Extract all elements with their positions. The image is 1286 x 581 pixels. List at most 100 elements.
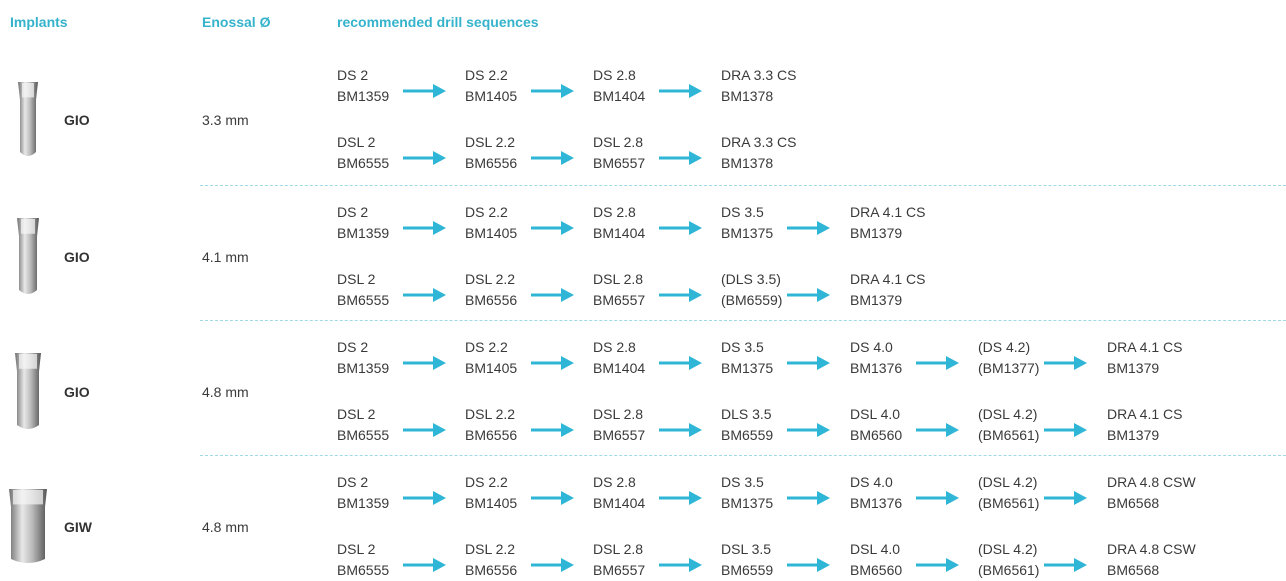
separator (200, 185, 1286, 186)
drill-step: DS 3.5 BM1375 (721, 202, 773, 244)
drill-ref: BM6560 (850, 427, 903, 443)
drill-step: DS 2.8 BM1404 (593, 202, 645, 244)
drill-ref: (BM6561) (978, 495, 1040, 511)
arrow (403, 558, 446, 572)
drill-step: (DSL 4.2) (BM6561) (978, 539, 1039, 581)
drill-step: DS 3.5 BM1375 (721, 472, 773, 514)
drill-code: DRA 4.1 CS (1107, 406, 1183, 422)
drill-code: DRA 4.8 CSW (1107, 541, 1196, 557)
drill-ref: BM1404 (593, 225, 646, 241)
arrow (659, 558, 702, 572)
drill-step: DS 2.2 BM1405 (465, 65, 517, 107)
drill-ref: BM1359 (337, 225, 390, 241)
arrow (659, 84, 702, 98)
drill-ref: BM1404 (593, 88, 646, 104)
drill-code: DLS 3.5 (721, 406, 772, 422)
drill-code: DS 2 (337, 67, 369, 83)
arrow (403, 84, 446, 98)
drill-step: DSL 2.8 BM6557 (593, 404, 645, 446)
drill-code: DS 4.0 (850, 339, 893, 355)
drill-step: DSL 2 BM6555 (337, 132, 389, 174)
drill-code: DS 2 (337, 474, 369, 490)
arrow (787, 288, 830, 302)
drill-code: DSL 2.2 (465, 271, 516, 287)
drill-code: DS 2.2 (465, 474, 508, 490)
drill-ref: BM6556 (465, 292, 518, 308)
diameter: 3.3 mm (202, 112, 249, 128)
header-implants: Implants (10, 14, 68, 30)
arrow (403, 221, 446, 235)
drill-code: DS 2 (337, 339, 369, 355)
drill-code: DS 3.5 (721, 474, 764, 490)
drill-ref: (BM6561) (978, 562, 1040, 578)
drill-code: DS 2 (337, 204, 369, 220)
drill-step: DRA 4.1 CS BM1379 (850, 202, 925, 244)
drill-step: DRA 3.3 CS BM1378 (721, 65, 796, 107)
drill-code: DS 2.8 (593, 474, 636, 490)
drill-ref: BM6556 (465, 427, 518, 443)
drill-step: DSL 2.8 BM6557 (593, 539, 645, 581)
drill-code: DSL 4.0 (850, 406, 901, 422)
drill-step: DSL 2.8 BM6557 (593, 132, 645, 174)
implant-image (18, 82, 38, 156)
drill-step: DS 2 BM1359 (337, 337, 389, 379)
drill-code: DS 4.0 (850, 474, 893, 490)
diameter: 4.1 mm (202, 249, 249, 265)
drill-ref: BM1405 (465, 360, 518, 376)
drill-step: DSL 2.2 BM6556 (465, 269, 517, 311)
drill-code: DS 2.2 (465, 204, 508, 220)
drill-code: DSL 2.8 (593, 134, 644, 150)
drill-code: (DSL 4.2) (978, 541, 1038, 557)
drill-step: DSL 2.2 BM6556 (465, 404, 517, 446)
drill-code: (DSL 4.2) (978, 406, 1038, 422)
arrow (916, 356, 959, 370)
drill-code: DS 2.2 (465, 339, 508, 355)
drill-step: DS 2.2 BM1405 (465, 472, 517, 514)
arrow (531, 221, 574, 235)
header-diameter: Enossal Ø (202, 14, 271, 30)
drill-code: DSL 2 (337, 134, 376, 150)
drill-step: DSL 2.2 BM6556 (465, 539, 517, 581)
arrow (403, 356, 446, 370)
drill-ref: BM1378 (721, 155, 774, 171)
drill-ref: BM1405 (465, 225, 518, 241)
drill-code: DS 3.5 (721, 339, 764, 355)
implant-image (17, 218, 39, 294)
drill-step: DRA 3.3 CS BM1378 (721, 132, 796, 174)
drill-code: DRA 4.1 CS (850, 271, 926, 287)
drill-step: DS 4.0 BM1376 (850, 337, 902, 379)
drill-ref: BM6555 (337, 562, 390, 578)
drill-ref: BM6559 (721, 427, 774, 443)
drill-code: DRA 3.3 CS (721, 67, 797, 83)
drill-step: (DSL 4.2) (BM6561) (978, 404, 1039, 446)
drill-ref: BM1359 (337, 360, 390, 376)
arrow (787, 423, 830, 437)
drill-ref: BM6555 (337, 292, 390, 308)
drill-code: (DSL 4.2) (978, 474, 1038, 490)
drill-step: DS 2 BM1359 (337, 202, 389, 244)
arrow (1044, 491, 1087, 505)
drill-ref: BM6555 (337, 155, 390, 171)
arrow (787, 491, 830, 505)
arrow (916, 423, 959, 437)
drill-step: DS 2.8 BM1404 (593, 65, 645, 107)
drill-ref: BM1375 (721, 225, 774, 241)
arrow (403, 423, 446, 437)
arrow (787, 356, 830, 370)
arrow (403, 151, 446, 165)
drill-ref: BM6557 (593, 562, 646, 578)
drill-ref: BM6556 (465, 155, 518, 171)
implant-image (9, 489, 47, 563)
arrow (531, 356, 574, 370)
drill-code: DRA 3.3 CS (721, 134, 797, 150)
drill-code: DSL 2.8 (593, 406, 644, 422)
drill-ref: BM1376 (850, 495, 903, 511)
drill-code: DRA 4.8 CSW (1107, 474, 1196, 490)
drill-code: DSL 2.2 (465, 134, 516, 150)
implant-name: GIO (64, 112, 90, 128)
drill-code: DS 2.8 (593, 204, 636, 220)
arrow (1044, 356, 1087, 370)
drill-ref: (BM6561) (978, 427, 1040, 443)
drill-code: DSL 2.8 (593, 541, 644, 557)
